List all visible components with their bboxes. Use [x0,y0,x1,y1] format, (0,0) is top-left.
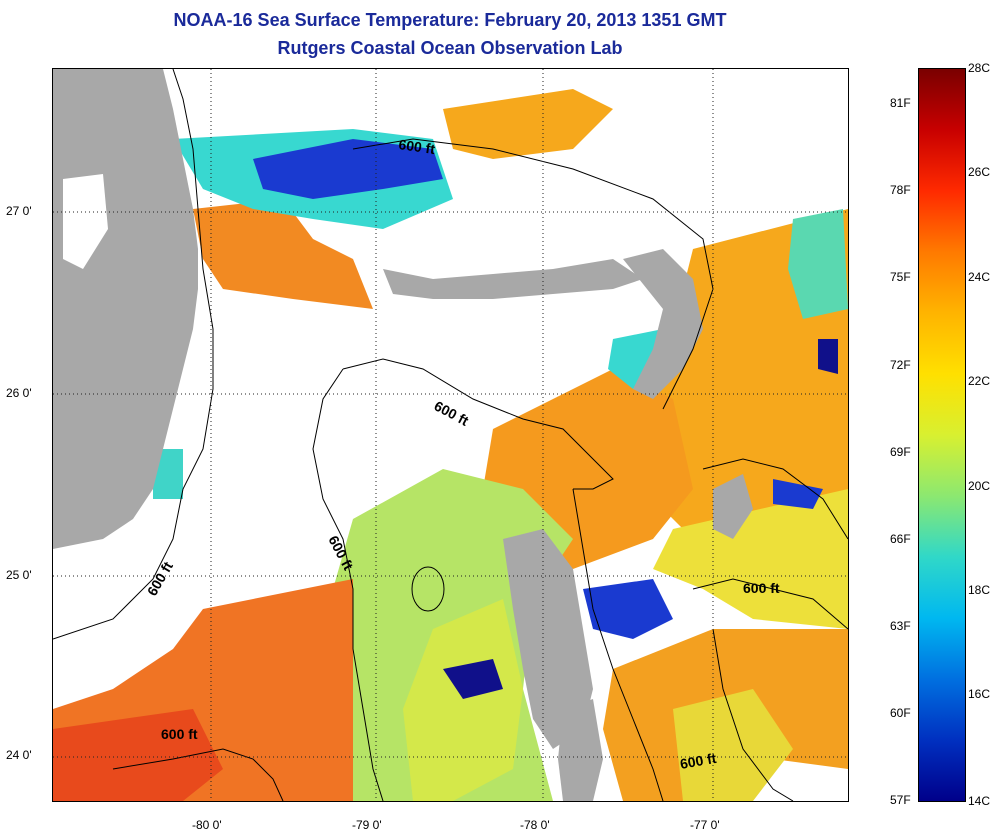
sst-field-top-orange [443,89,613,159]
colorbar-f-label: 72F [890,357,911,372]
contour-southwest [112,748,284,801]
chart-subtitle: Rutgers Coastal Ocean Observation Lab [277,38,623,58]
contour-little-bahama [352,138,714,410]
contour-andros-east [572,488,664,801]
lon-label: -78 0' [520,818,550,832]
bathymetry-contours [53,69,848,801]
colorbar-f-label: 69F [890,444,911,459]
colorbar-f-label: 57F [890,793,911,807]
colorbar-c-label: 28C [968,61,991,75]
lat-label: 24 0' [6,748,32,762]
contour-label: 600 ft [679,750,718,772]
contour-tongue [312,368,384,801]
sst-field-cyan-east [788,209,848,319]
lake-okeechobee [63,174,108,269]
colorbar-c-label: 14C [968,794,991,808]
chart-title: NOAA-16 Sea Surface Temperature: Februar… [173,10,727,30]
sst-field-south-yellow [673,689,793,801]
sst-field-blue-south [583,579,673,639]
land-grand-bahama [383,259,643,299]
contour-label: 600 ft [398,136,437,157]
contour-exuma [702,458,848,540]
sst-map: 600 ft 600 ft 600 ft 600 ft 600 ft 600 f… [52,68,849,802]
lon-label: -77 0' [690,818,720,832]
lon-label: -80 0' [192,818,222,832]
colorbar-f-label: 75F [890,270,911,285]
contour-great-bahama-west [342,358,614,490]
land-island-south [558,699,603,801]
colorbar-c-label: 24C [968,269,991,284]
colorbar-c-label: 22C [968,374,991,389]
colorbar-c-label: 16C [968,687,991,702]
sst-map-canvas: 600 ft 600 ft 600 ft 600 ft 600 ft 600 f… [53,69,848,801]
contour-label: 600 ft [144,559,176,599]
contour-ring [411,566,445,612]
sst-field-southeast-yellow [653,489,848,629]
contour-label: 600 ft [161,726,198,742]
land [53,69,753,801]
land-island-east [713,474,753,539]
sst-field-north-blue [253,139,443,199]
colorbar-f-label: 66F [890,532,911,546]
sst-field-northwest-orange [193,199,373,309]
contour-south [712,628,794,801]
lat-label: 25 0' [6,568,32,582]
sst-field-southwest-red [53,709,223,801]
sst-field-cyan-florida [153,449,183,499]
colorbar-f-label: 81F [890,96,911,110]
grid [53,69,848,801]
contour-label: 600 ft [743,580,780,596]
colorbar-f-label: 78F [890,183,911,198]
colorbar-f-label: 63F [890,619,911,634]
colorbar-f-label: 60F [890,706,911,721]
land-abaco [623,249,703,399]
lat-label: 26 0' [6,386,32,400]
temperature-colorbar [918,68,966,802]
sst-field-blue-east1 [773,479,823,509]
sst-field-blue-bank [443,659,503,699]
lon-label: -79 0' [352,818,382,832]
contour-southeast [692,578,848,630]
colorbar-c-label: 20C [968,478,991,493]
land-andros [503,529,593,749]
colorbar-c-label: 26C [968,165,991,180]
colorbar-c-label: 18C [968,583,991,597]
contour-label: 600 ft [432,398,472,429]
contour-florida-shelf [53,69,214,640]
sst-field-central-yellow [403,599,523,801]
lat-label: 27 0' [6,204,32,218]
sst-field-blue-east2 [818,339,838,374]
